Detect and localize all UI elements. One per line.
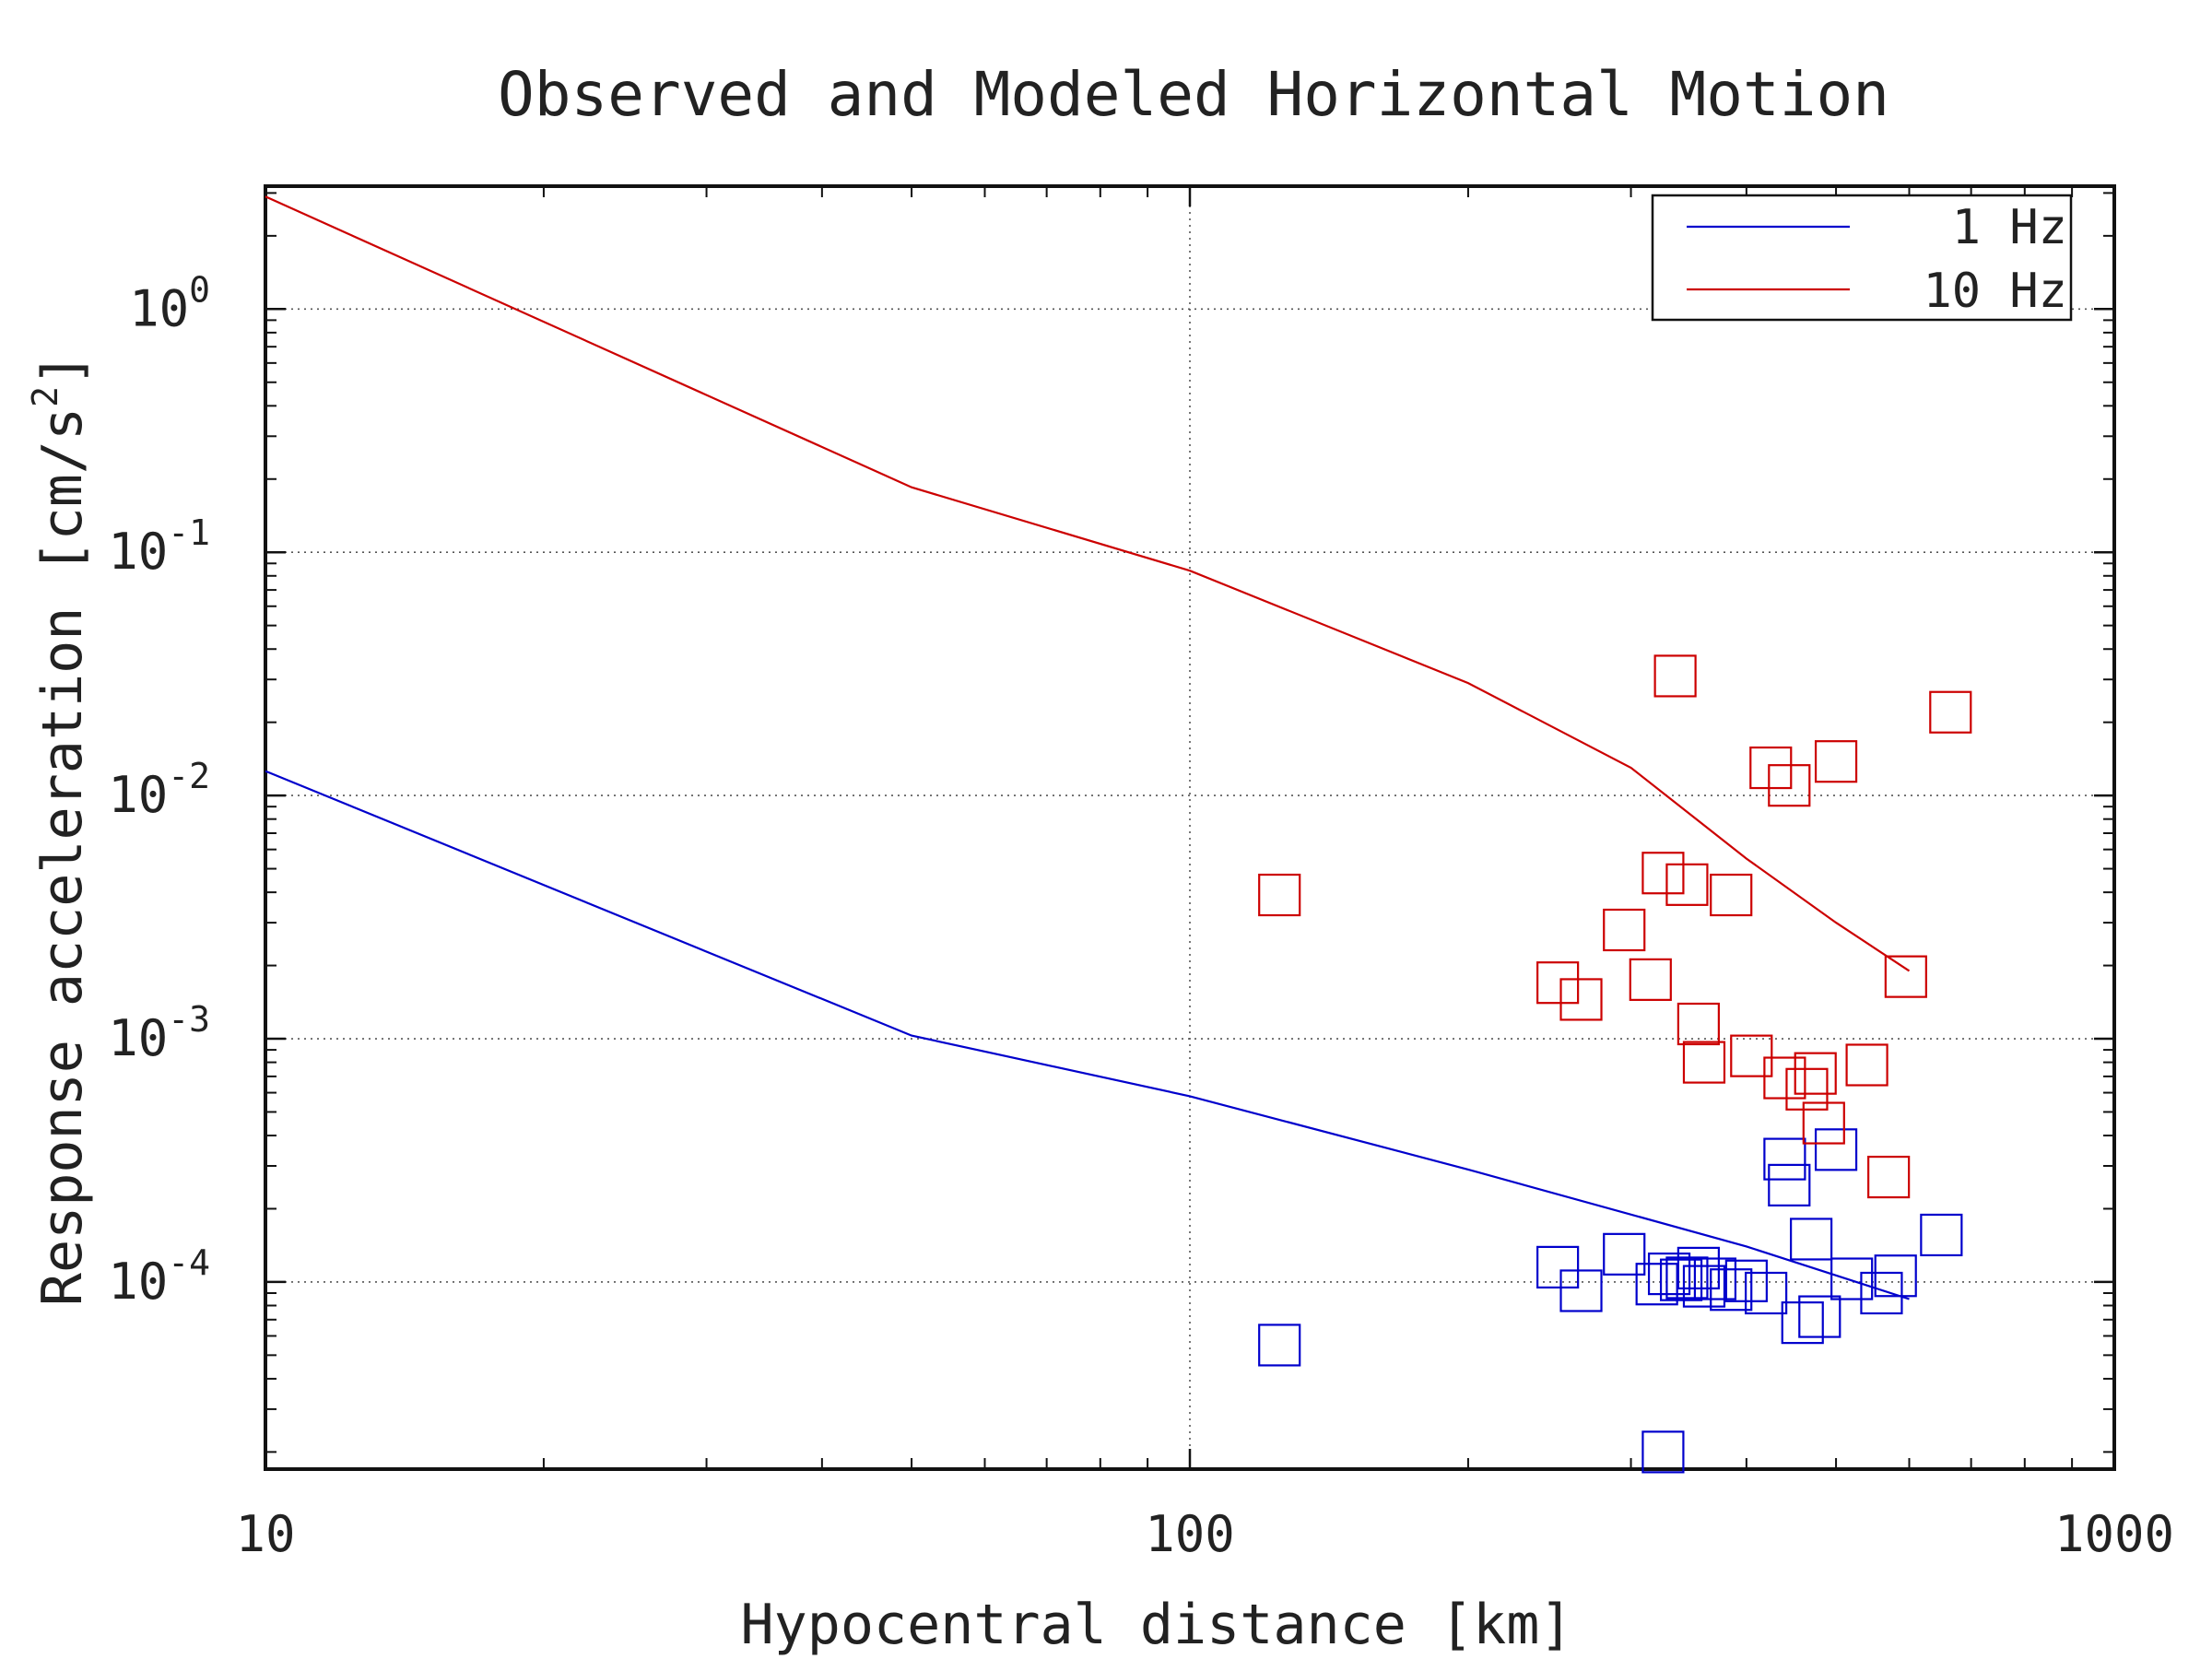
observed-point-1hz	[1830, 1257, 1874, 1300]
y-tick-exponent: 0	[189, 269, 210, 310]
observed-point-1hz	[1745, 1271, 1788, 1315]
model-lines	[265, 195, 1911, 1300]
observed-point-1hz	[1665, 1256, 1709, 1300]
model-line-10hz	[265, 195, 1911, 972]
chart-title: Observed and Modeled Horizontal Motion	[498, 59, 1889, 130]
y-tick-label: 10-1	[108, 512, 210, 581]
y-tick-base: 10	[108, 523, 168, 581]
observed-point-1hz	[1641, 1430, 1685, 1474]
legend-label-10hz: 10 Hz	[1923, 264, 2067, 319]
observed-point-1hz	[1647, 1252, 1691, 1296]
x-tick-labels: 10 100 1000	[235, 1505, 2174, 1563]
observed-point-1hz	[1559, 1269, 1603, 1312]
y-tick-exponent: -4	[168, 1242, 210, 1283]
observed-point-1hz	[1693, 1257, 1737, 1300]
observed-point-10hz	[1641, 852, 1685, 895]
observed-point-1hz	[1635, 1263, 1678, 1306]
observed-point-10hz	[1682, 1041, 1726, 1084]
y-tick-label: 10-4	[108, 1242, 210, 1311]
y-tick-exponent: -2	[168, 756, 210, 796]
y-tick-base: 10	[108, 766, 168, 824]
observed-point-1hz	[1814, 1128, 1858, 1171]
observed-markers	[1258, 654, 1972, 1474]
observed-point-10hz	[1884, 955, 1927, 998]
y-tick-label: 10-2	[108, 756, 210, 824]
x-axis-label: Hypocentral distance [km]	[740, 1593, 1572, 1657]
model-line-1hz	[265, 770, 1910, 1300]
observed-point-10hz	[1794, 1052, 1837, 1095]
observed-point-10hz	[1814, 740, 1858, 783]
legend: 1 Hz 10 Hz	[1651, 194, 2073, 322]
observed-point-10hz	[1629, 958, 1672, 1001]
observed-point-10hz	[1730, 1034, 1773, 1077]
observed-point-10hz	[1653, 654, 1697, 698]
y-tick-label: 10-3	[108, 999, 210, 1067]
observed-point-10hz	[1677, 1002, 1720, 1046]
observed-point-1hz	[1258, 1324, 1301, 1367]
observed-point-10hz	[1603, 908, 1646, 952]
y-tick-base: 10	[129, 279, 189, 337]
observed-point-1hz	[1682, 1265, 1726, 1308]
observed-point-10hz	[1559, 978, 1603, 1021]
observed-point-10hz	[1768, 764, 1811, 807]
observed-point-10hz	[1258, 873, 1301, 917]
y-tick-exponent: -1	[168, 512, 210, 553]
observed-point-1hz	[1874, 1254, 1917, 1298]
observed-point-1hz	[1768, 1163, 1811, 1206]
grid-layer	[265, 186, 2114, 1469]
x-tick-label: 1000	[2054, 1505, 2174, 1563]
observed-point-1hz	[1659, 1258, 1703, 1301]
observed-point-1hz	[1781, 1301, 1824, 1345]
observed-point-10hz	[1536, 961, 1580, 1005]
observed-point-10hz	[1710, 873, 1753, 917]
y-axis-label-main: Response acceleration [cm/s	[30, 407, 95, 1306]
observed-point-10hz	[1763, 1056, 1806, 1100]
observed-point-1hz	[1860, 1271, 1903, 1315]
observed-point-10hz	[1665, 863, 1709, 906]
x-tick-label: 100	[1145, 1505, 1235, 1563]
y-tick-exponent: -3	[168, 999, 210, 1040]
observed-point-10hz	[1802, 1101, 1845, 1145]
observed-point-1hz	[1790, 1218, 1833, 1261]
observed-point-10hz	[1845, 1043, 1888, 1087]
observed-point-10hz	[1867, 1155, 1911, 1199]
legend-box	[1651, 194, 2073, 322]
observed-point-1hz	[1536, 1245, 1580, 1288]
observed-point-10hz	[1929, 690, 1972, 734]
legend-label-1hz: 1 Hz	[1952, 200, 2067, 255]
plot-area-frame	[264, 184, 2116, 1471]
observed-point-1hz	[1798, 1295, 1841, 1338]
observed-point-1hz	[1763, 1137, 1806, 1181]
observed-point-10hz	[1749, 746, 1793, 790]
y-tick-label: 100	[129, 269, 210, 337]
observed-point-1hz	[1920, 1213, 1963, 1257]
y-tick-base: 10	[108, 1009, 168, 1067]
x-tick-label: 10	[235, 1505, 295, 1563]
observed-point-10hz	[1785, 1067, 1829, 1111]
y-axis-label-close: ]	[30, 353, 95, 386]
observed-point-1hz	[1677, 1246, 1720, 1289]
y-axis-label: Response acceleration [cm/s2]	[25, 353, 95, 1306]
y-tick-base: 10	[108, 1253, 168, 1311]
observed-point-1hz	[1603, 1232, 1646, 1276]
y-axis-label-superscript: 2	[25, 386, 65, 407]
observed-point-1hz	[1710, 1268, 1753, 1312]
